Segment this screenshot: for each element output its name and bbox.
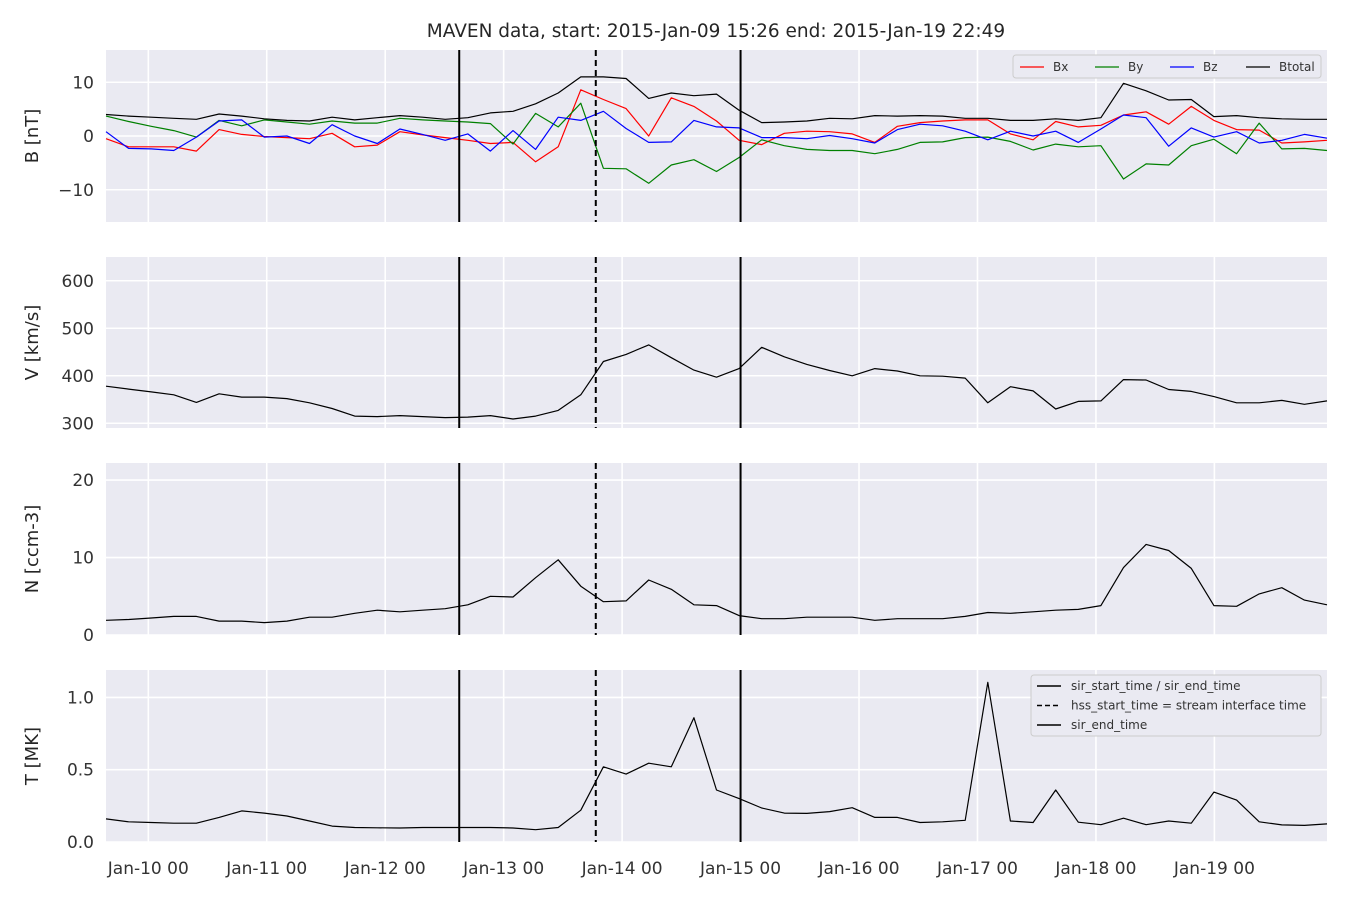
- panel-t: 0.0 0.5 1.0 T [MK] sir_start_time / sir_end_…: [22, 670, 1328, 853]
- legend-label: sir_start_time / sir_end_time: [1071, 679, 1241, 693]
- y-tick-label: 300: [62, 414, 94, 434]
- x-tick-label: Jan-17 00: [936, 859, 1018, 879]
- y-tick-label: 0.5: [67, 761, 94, 781]
- legend-label-by: By: [1128, 60, 1143, 74]
- legend-label-bz: Bz: [1203, 60, 1218, 74]
- chart-title: MAVEN data, start: 2015-Jan-09 15:26 end…: [427, 21, 1005, 42]
- y-tick-label: 10: [72, 549, 94, 569]
- legend-label-bx: Bx: [1053, 60, 1068, 74]
- x-tick-label: Jan-15 00: [699, 859, 781, 879]
- series-line-btotal: [105, 76, 1327, 124]
- x-tick-label: Jan-13 00: [462, 859, 544, 879]
- y-axis-label: V [km/s]: [22, 305, 43, 380]
- legend-label: hss_start_time = stream interface time: [1071, 699, 1306, 713]
- y-tick-label: 0: [83, 626, 94, 646]
- y-tick-label: 10: [72, 73, 94, 93]
- x-tick-label: Jan-16 00: [818, 859, 900, 879]
- y-tick-label: 0.0: [67, 833, 94, 853]
- series-line-bz: [105, 110, 1328, 152]
- series-line-v: [105, 344, 1328, 420]
- legend-box: [1012, 54, 1322, 79]
- legend-b: Bx By Bz Btotal: [1012, 54, 1322, 79]
- x-tick-label: Jan-14 00: [581, 859, 663, 879]
- series-line-n: [105, 543, 1328, 624]
- y-tick-label: 1.0: [67, 688, 94, 708]
- legend-events: sir_start_time / sir_end_time hss_start_t…: [1030, 674, 1322, 737]
- y-axis-label: N [ccm-3]: [22, 505, 43, 594]
- y-tick-label: 20: [72, 471, 94, 491]
- legend-label: sir_end_time: [1071, 718, 1147, 732]
- legend-label-btotal: Btotal: [1279, 60, 1315, 74]
- panel-v: 300 400 500 600 V [km/s]: [22, 257, 1328, 434]
- y-tick-label: 0: [83, 127, 94, 147]
- x-tick-label: Jan-12 00: [344, 859, 426, 879]
- plot-area: [106, 463, 1327, 635]
- y-axis-label: B [nT]: [22, 109, 43, 164]
- x-tick-label: Jan-18 00: [1054, 859, 1136, 879]
- y-tick-label: 400: [62, 367, 94, 387]
- x-tick-label: Jan-11 00: [225, 859, 307, 879]
- x-tick-label: Jan-10 00: [107, 859, 189, 879]
- series-line-by: [105, 102, 1328, 184]
- y-tick-label: 600: [62, 272, 94, 292]
- panel-b: −10 0 10 B [nT] Bx By Bz Btotal: [22, 50, 1328, 222]
- y-axis-label: T [MK]: [22, 727, 43, 786]
- legend-box: [1030, 674, 1322, 737]
- x-tick-label: Jan-19 00: [1173, 859, 1255, 879]
- y-tick-label: 500: [62, 319, 94, 339]
- y-tick-label: −10: [58, 181, 94, 201]
- panel-n: 0 10 20 N [ccm-3]: [22, 463, 1328, 646]
- series-line-t: [105, 681, 1328, 831]
- plot-area: [106, 257, 1327, 428]
